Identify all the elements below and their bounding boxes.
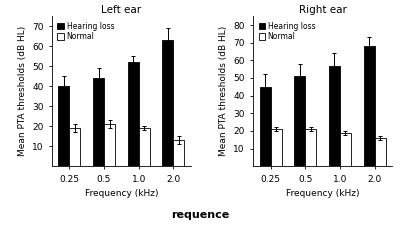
X-axis label: Frequency (kHz): Frequency (kHz) [286,189,359,198]
Bar [128,62,139,166]
Bar [162,40,173,166]
Bar [69,128,80,166]
Bar [271,129,282,166]
Bar [364,46,375,166]
Title: Left ear: Left ear [101,5,142,15]
Bar [305,129,316,166]
Bar [104,124,115,166]
Bar [58,86,69,166]
Bar [93,78,104,166]
Bar [375,138,386,166]
Title: Right ear: Right ear [299,5,346,15]
Legend: Hearing loss, Normal: Hearing loss, Normal [257,20,317,43]
Bar [294,76,305,166]
Bar [329,66,340,166]
Bar [340,133,351,166]
Bar [139,128,150,166]
Y-axis label: Mean PTA thresholds (dB HL): Mean PTA thresholds (dB HL) [18,26,27,156]
Text: requence: requence [171,210,229,220]
Bar [173,140,184,166]
Bar [260,87,271,166]
Legend: Hearing loss, Normal: Hearing loss, Normal [56,20,116,43]
Y-axis label: Mean PTA thresholds (dB HL): Mean PTA thresholds (dB HL) [219,26,228,156]
X-axis label: Frequency (kHz): Frequency (kHz) [85,189,158,198]
